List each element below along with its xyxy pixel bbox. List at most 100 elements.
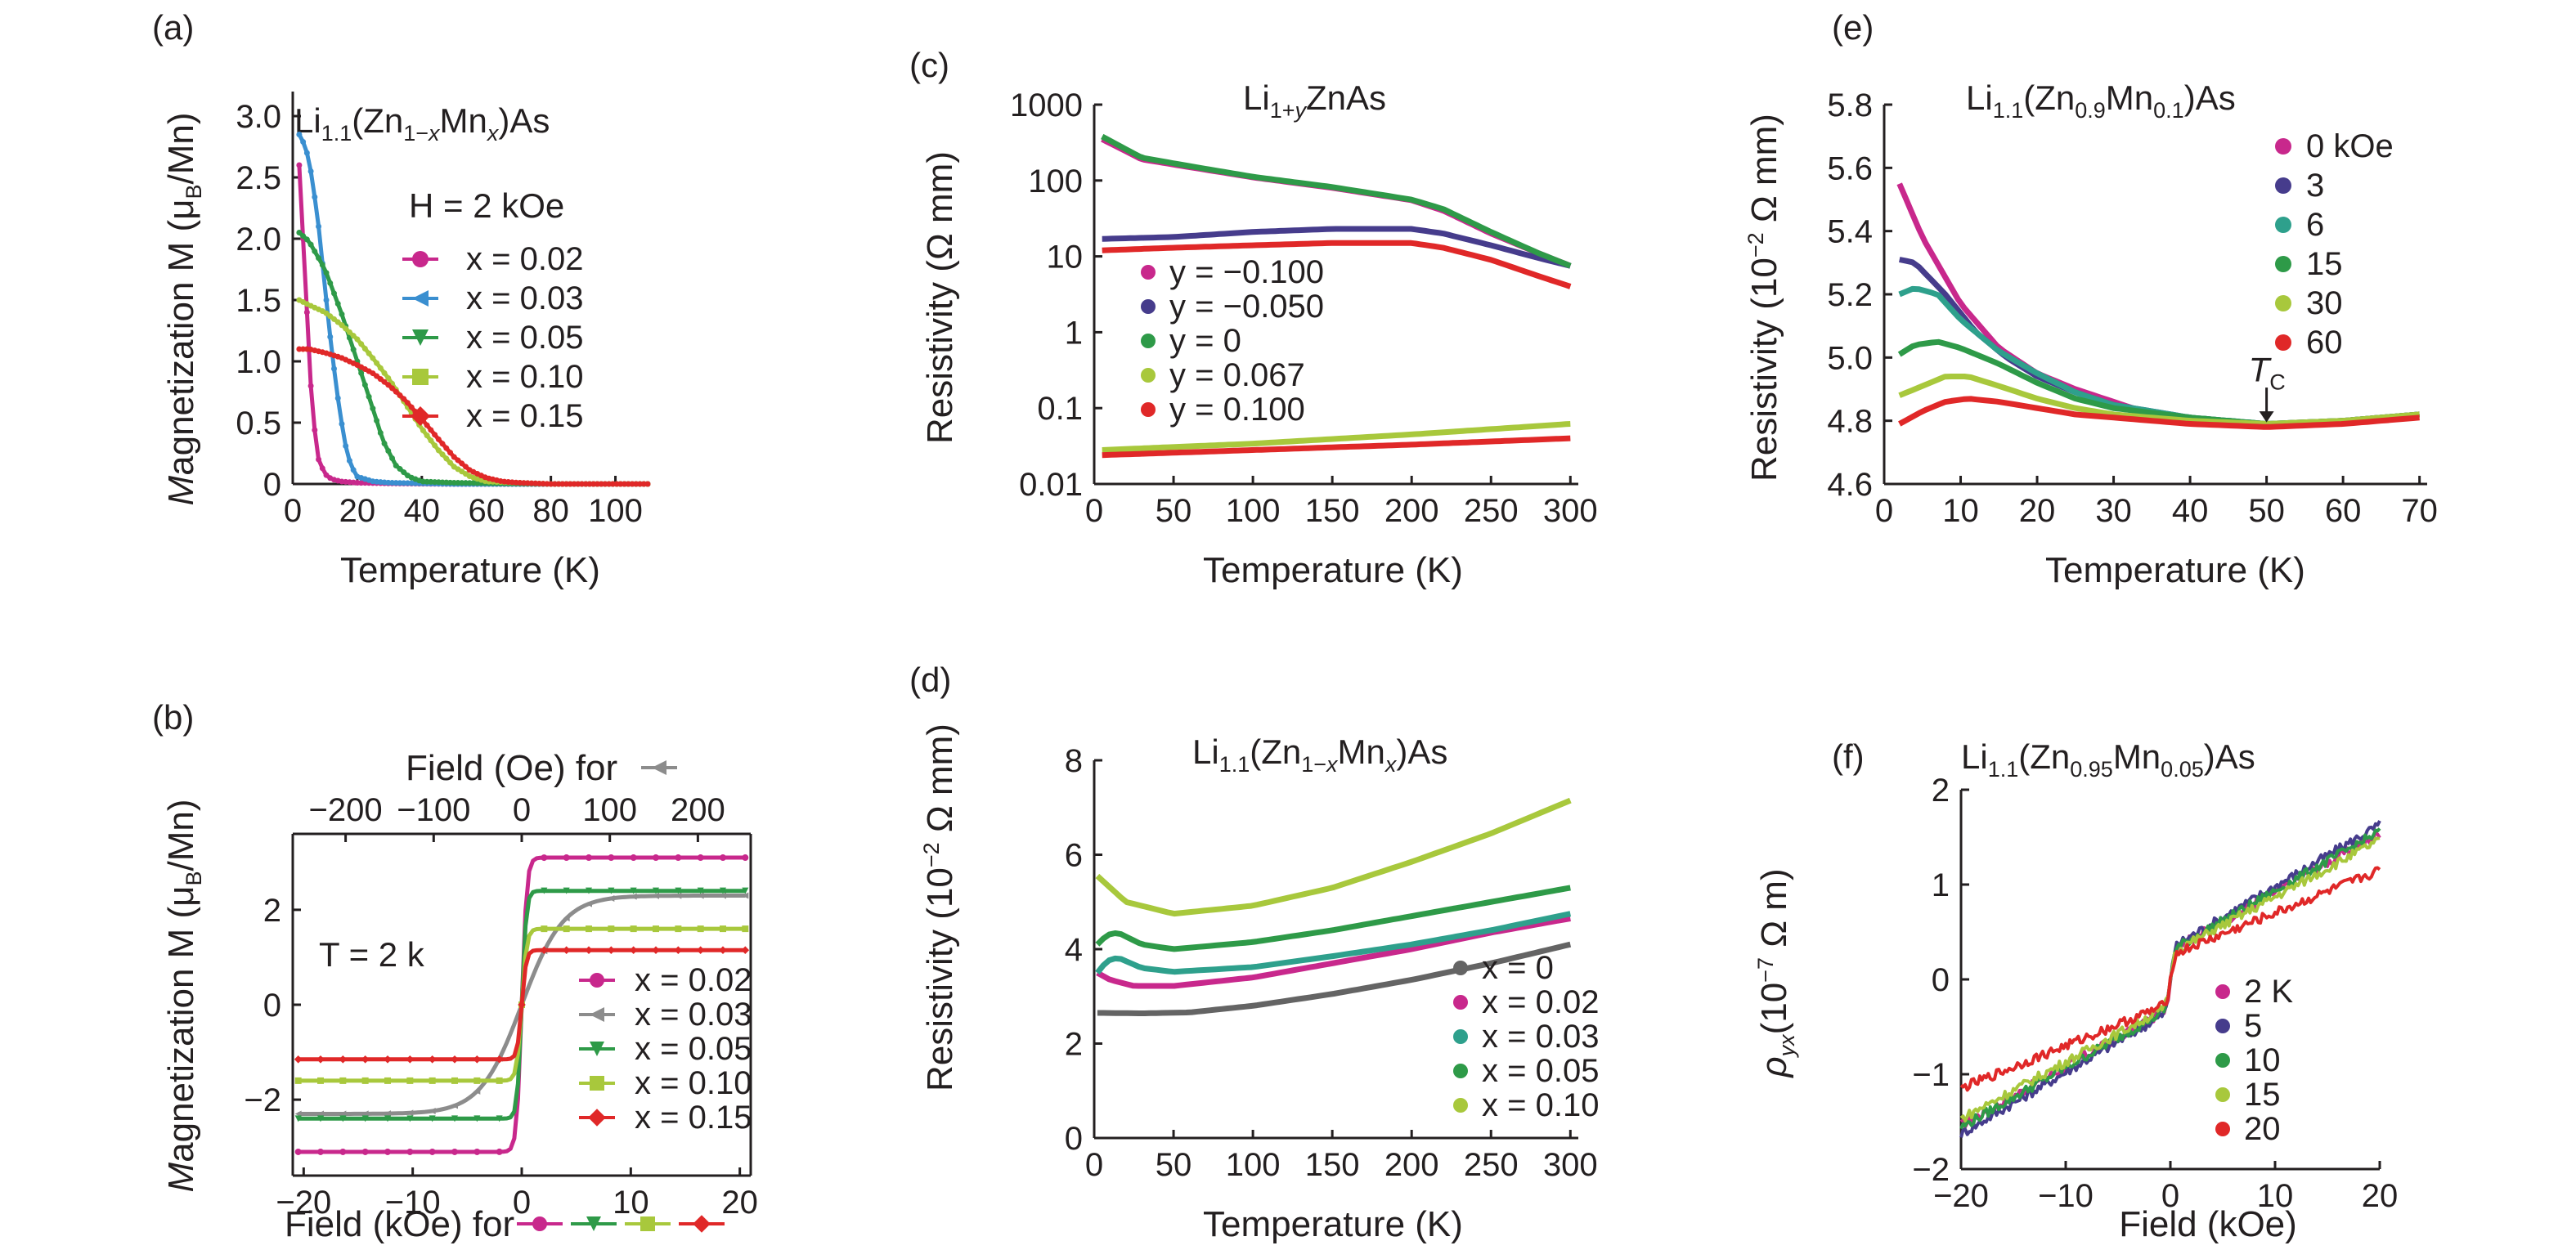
data-point (697, 854, 704, 862)
legend-marker (412, 369, 429, 385)
legend-label: y = 0 (1169, 323, 1241, 359)
data-point (350, 347, 357, 353)
data-point (294, 1115, 302, 1122)
x-tick-label: 30 (2095, 493, 2132, 529)
data-point (451, 1055, 459, 1064)
data-point (586, 925, 592, 933)
data-point (339, 1077, 347, 1084)
legend-marker (412, 251, 429, 267)
data-point (384, 1055, 392, 1064)
data-point (451, 1102, 458, 1109)
top-tick-label: 200 (671, 792, 725, 828)
data-point (406, 1109, 414, 1117)
data-point (653, 887, 659, 894)
legend-entry: 3 (2275, 168, 2324, 204)
data-point (331, 365, 338, 372)
data-point (319, 262, 325, 268)
data-point (303, 309, 310, 316)
series-line (1095, 911, 1572, 975)
legend-entry: x = 0.02 (402, 241, 583, 277)
x-tick-label: 60 (468, 493, 505, 529)
data-point (653, 854, 659, 862)
series-line (1898, 374, 2420, 427)
data-point (389, 455, 396, 461)
legend-marker (2215, 1122, 2230, 1136)
data-point (354, 336, 361, 343)
legend: x = 0.02x = 0.03x = 0.05x = 0.10x = 0.15 (579, 962, 752, 1136)
x-axis-label: Field (kOe) for (285, 1204, 514, 1244)
data-point (366, 350, 372, 356)
y-tick-label: 5.6 (1827, 150, 1873, 186)
legend-entry: x = 0.03 (402, 280, 583, 316)
legend-entry: x = 0.15 (579, 1100, 752, 1136)
series-line (1102, 435, 1571, 459)
data-point (331, 316, 338, 322)
y-tick-label: 4 (1065, 932, 1083, 968)
data-point (339, 1115, 347, 1122)
data-point (675, 854, 682, 862)
label-key-marker (586, 1216, 601, 1231)
data-point (432, 432, 438, 438)
series (294, 946, 750, 1064)
data-point (462, 464, 469, 470)
data-point (303, 236, 310, 243)
legend-label: x = 0.03 (1482, 1019, 1599, 1055)
data-point (540, 946, 549, 955)
series-line (1102, 240, 1572, 289)
data-point (323, 310, 330, 316)
x-tick-label: 10 (1942, 493, 1979, 529)
legend-label: 0 kOe (2306, 128, 2394, 164)
axes: 0 20 40 60 80 100 0 0.5 1.0 1.5 2.0 2.5 3.0 (236, 92, 648, 529)
legend-label: x = 0.15 (466, 398, 583, 434)
x-tick-label: 50 (1156, 493, 1192, 529)
data-point (381, 379, 388, 385)
data-point (451, 1115, 458, 1122)
data-point (741, 946, 750, 955)
y-axis-label: ρyx(10−7 Ω m) (1753, 868, 1799, 1078)
top-tick-label: 100 (582, 792, 637, 828)
legend-marker (1453, 1098, 1468, 1113)
panel-title: Li1.1(Zn1−xMnx)As (1192, 733, 1447, 777)
panel-a: (a) Li1.1(Zn1−xMnx)As H = 2 kOe Temperat… (152, 8, 651, 590)
data-point (385, 382, 392, 388)
label-key-marker (532, 1216, 547, 1231)
data-point (742, 854, 749, 862)
legend-entry: x = 0.02 (579, 962, 752, 998)
legend-marker (588, 1109, 606, 1127)
x-tick-label: 20 (2019, 493, 2056, 529)
panel-label: (e) (1832, 8, 1874, 47)
data-point (435, 436, 442, 442)
axes: 0 50 100 150 200 250 300 0 2 4 6 8 (1065, 743, 1598, 1183)
label-key-marker (693, 1215, 711, 1233)
x-axis-label: Temperature (K) (1203, 1204, 1463, 1244)
data-point (428, 1055, 437, 1064)
legend-marker (2215, 1053, 2230, 1068)
data-point (428, 437, 434, 444)
data-point (339, 311, 345, 317)
x-tick-label: 100 (1226, 1147, 1281, 1183)
series (1101, 133, 1572, 269)
data-point (346, 458, 352, 464)
series (296, 346, 651, 487)
data-point (496, 1115, 503, 1122)
top-axis: −200 −100 0 100 200 (293, 792, 751, 842)
legend-label: x = 0.10 (1482, 1087, 1599, 1123)
data-point (385, 448, 392, 454)
legend-entry: 60 (2275, 325, 2343, 361)
data-point (742, 892, 749, 899)
legend-label: x = 0.02 (635, 962, 752, 998)
data-point (608, 925, 615, 933)
data-point (644, 481, 651, 487)
x-tick-label: 50 (2248, 493, 2285, 529)
y-tick-label: −2 (244, 1082, 281, 1118)
x-tick-label: 150 (1305, 493, 1360, 529)
data-point (343, 325, 349, 332)
y-tick-label: 0 (263, 988, 281, 1024)
data-point (316, 1055, 325, 1064)
y-tick-label: 2.0 (236, 222, 281, 258)
x-tick-label: 60 (2325, 493, 2362, 529)
legend-entry: 10 (2215, 1042, 2281, 1078)
data-point (630, 925, 637, 933)
legend-marker (2215, 1019, 2230, 1033)
plot-area: −20 −10 0 10 20−202−200 −100 0 100 200 (244, 792, 758, 1221)
